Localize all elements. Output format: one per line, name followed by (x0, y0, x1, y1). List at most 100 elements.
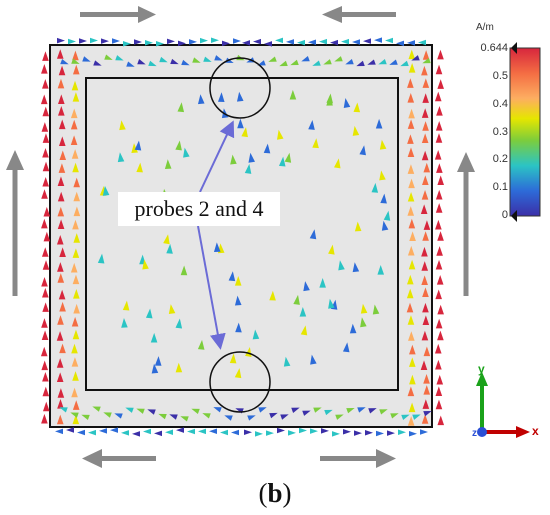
field-vector-arrow (72, 248, 80, 258)
field-vector-arrow (406, 302, 414, 313)
field-vector-arrow (423, 162, 431, 173)
field-vector-arrow (175, 318, 183, 329)
field-vector-arrow (57, 191, 65, 202)
field-vector-arrow (72, 50, 79, 61)
field-vector-arrow (435, 189, 443, 200)
field-vector-arrow (121, 317, 128, 328)
field-vector-arrow (41, 189, 48, 199)
field-vector-arrow (58, 136, 66, 147)
field-vector-arrow (132, 431, 140, 437)
field-vector-arrow (224, 415, 233, 421)
axis-triad (476, 372, 530, 438)
arrow-bottom-left-right (320, 449, 396, 468)
field-vector-arrow (72, 92, 80, 102)
field-vector-arrow (420, 204, 428, 215)
colorbar-tick: 0.4 (492, 97, 508, 110)
field-vector-arrow (409, 430, 417, 437)
field-vector-arrow (354, 430, 362, 436)
field-vector-arrow (352, 125, 360, 136)
field-vector-arrow (407, 164, 415, 174)
field-vector-arrow (148, 60, 157, 67)
field-vector-arrow (42, 147, 49, 158)
field-vector-arrow (114, 413, 123, 419)
field-vector-arrow (338, 260, 345, 271)
field-vector-arrow (241, 127, 248, 138)
field-vector-arrow (409, 344, 416, 355)
field-vector-arrow (42, 106, 50, 117)
field-vector-arrow (90, 37, 98, 44)
field-vector-arrow (57, 37, 65, 44)
field-vector-arrow (244, 429, 252, 436)
colorbar-tick: 0.2 (492, 153, 508, 166)
field-vector-arrow (58, 289, 66, 300)
field-vector-arrow (115, 55, 124, 61)
field-vector-arrow (411, 55, 420, 61)
field-vector-arrow (421, 246, 428, 257)
field-vector-arrow (183, 147, 190, 158)
field-vector-arrow (421, 189, 429, 200)
field-vector-arrow (435, 203, 443, 213)
field-vector-arrow (40, 94, 48, 105)
field-vector-arrow (237, 118, 244, 129)
field-vector-arrow (437, 79, 444, 89)
field-vector-arrow (422, 121, 429, 131)
field-vector-arrow (409, 374, 416, 385)
field-vector-arrow (73, 289, 80, 299)
field-vector-arrow (435, 399, 443, 410)
field-vector-arrow (328, 244, 335, 255)
field-vector-arrow (321, 428, 329, 434)
caption-open: ( (258, 478, 268, 508)
arrow-right-up (457, 152, 475, 296)
field-vector-arrow (81, 414, 90, 421)
field-vector-arrow (134, 140, 142, 151)
field-vector-arrow (42, 161, 50, 172)
field-vector-arrow (169, 414, 178, 420)
field-vector-arrow (330, 39, 338, 46)
field-vector-arrow (56, 372, 64, 383)
field-vector-arrow (377, 265, 385, 275)
field-vector-arrow (230, 154, 237, 165)
field-vector-arrow (43, 231, 51, 242)
field-vector-arrow (42, 260, 50, 270)
field-vector-arrow (407, 119, 415, 129)
field-vector-arrow (70, 412, 79, 418)
field-vector-arrow (41, 218, 48, 229)
field-vector-arrow (400, 60, 409, 67)
field-vector-arrow (328, 298, 335, 309)
field-vector-arrow (166, 243, 173, 254)
field-vector-arrow (150, 332, 158, 343)
field-vector-arrow (422, 78, 430, 88)
field-vector-arrow (436, 274, 444, 285)
field-vector-arrow (202, 413, 211, 419)
field-vector-arrow (119, 120, 126, 131)
field-vector-arrow (276, 129, 284, 140)
field-vector-arrow (58, 163, 66, 173)
field-vector-arrow (335, 414, 344, 420)
caption-letter: b (267, 478, 283, 508)
field-vector-arrow (72, 371, 79, 381)
field-vector-arrow (412, 414, 421, 420)
field-vector-arrow (197, 94, 205, 105)
arrow-bottom-right-left (82, 449, 156, 468)
field-vector-arrow (178, 40, 186, 47)
field-vector-arrow (407, 206, 415, 216)
field-vector-arrow (71, 80, 79, 91)
field-vector-arrow (437, 415, 445, 426)
field-vector-arrow (59, 407, 68, 413)
field-vector-arrow (58, 94, 65, 104)
field-vector-arrow (180, 416, 189, 422)
field-vector-arrow (436, 246, 443, 256)
field-vector-arrow (365, 429, 373, 436)
field-vector-arrow (72, 162, 79, 173)
field-vector-arrow (264, 41, 272, 47)
field-vector-arrow (73, 191, 81, 202)
field-vector-arrow (154, 430, 162, 437)
field-vector-arrow (122, 300, 130, 311)
field-vector-arrow (407, 386, 415, 397)
field-vector-arrow (422, 93, 429, 103)
field-vector-arrow (151, 363, 159, 374)
probe-circle-bottom (209, 351, 271, 413)
field-vector-arrow (92, 406, 101, 412)
y-axis-label: y (478, 362, 485, 376)
